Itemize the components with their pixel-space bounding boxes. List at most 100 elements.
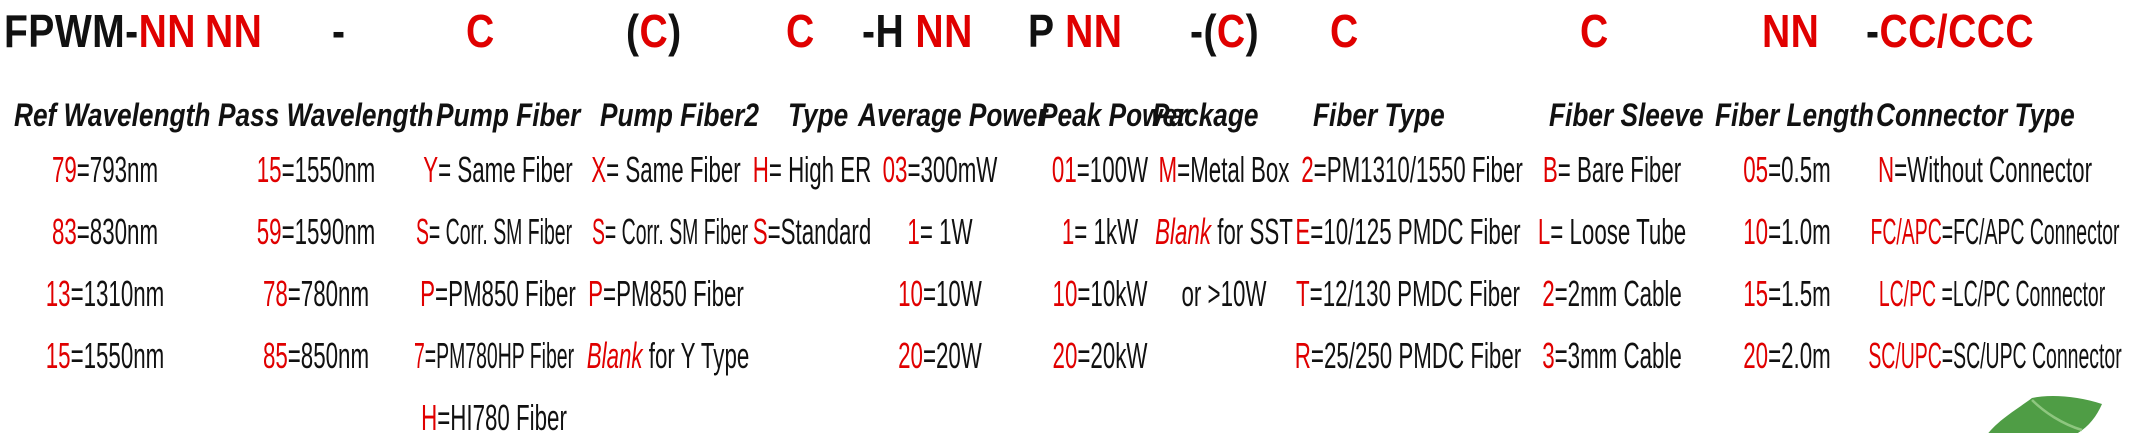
column-header-package: Package — [1152, 97, 1259, 133]
value-cell: 05=0.5m — [1743, 150, 1830, 190]
value-desc: =2mm Cable — [1554, 273, 1682, 314]
value-cell: 15=1550nm — [46, 336, 165, 376]
value-desc: = Same Fiber — [606, 149, 741, 190]
value-cell: 01=100W — [1052, 150, 1148, 190]
value-cell: 20=2.0m — [1743, 336, 1830, 376]
format-code: CC/CCC — [1879, 5, 2035, 57]
column-header-ref-wavelength: Ref Wavelength — [14, 97, 211, 133]
value-desc: =HI780 Fiber — [437, 397, 567, 433]
value-cell: 10=1.0m — [1743, 212, 1830, 252]
value-cell: 13=1310nm — [46, 274, 165, 314]
value-code: 20 — [1743, 335, 1769, 376]
value-code: X — [591, 149, 607, 190]
value-code: S — [415, 211, 429, 252]
value-cell: H=HI780 Fiber — [421, 398, 567, 433]
value-code: 03 — [882, 149, 908, 190]
value-cell: 03=300mW — [883, 150, 998, 190]
format-text: FPWM- — [4, 5, 139, 57]
value-desc: =PM850 Fiber — [435, 273, 576, 314]
value-cell: 10=10kW — [1053, 274, 1148, 314]
format-text: P — [1028, 5, 1066, 57]
column-header-connector-type: Connector Type — [1876, 97, 2075, 133]
value-cell: N=Without Connector — [1878, 150, 2092, 190]
value-cell: or >10W — [1182, 274, 1267, 314]
value-code: T — [1296, 273, 1310, 314]
value-cell: 78=780nm — [263, 274, 369, 314]
value-cell: 15=1550nm — [257, 150, 376, 190]
value-desc: =Standard — [767, 211, 872, 252]
format-code: C — [1216, 5, 1246, 57]
value-desc: =FC/APC Connector — [1941, 211, 2120, 252]
value-cell: 15=1.5m — [1743, 274, 1830, 314]
value-cell: B= Bare Fiber — [1543, 150, 1681, 190]
value-cell: S= Corr. SM Fiber — [592, 212, 748, 252]
value-code: 3 — [1542, 335, 1555, 376]
value-code: 85 — [262, 335, 288, 376]
value-cell: 2=2mm Cable — [1542, 274, 1682, 314]
format-code: C — [1330, 5, 1359, 57]
value-cell: LC/PC =LC/PC Connector — [1879, 274, 2105, 314]
value-cell: 59=1590nm — [257, 212, 376, 252]
value-desc: =25/250 PMDC Fiber — [1310, 335, 1522, 376]
format-text: -( — [1190, 5, 1217, 57]
value-desc: = High ER — [768, 149, 872, 190]
value-desc: =300mW — [907, 149, 998, 190]
value-code: 15 — [1743, 273, 1769, 314]
value-cell: H= High ER — [753, 150, 871, 190]
column-header-pump-fiber2: Pump Fiber2 — [600, 97, 759, 133]
value-code: S — [591, 211, 605, 252]
format-code: C — [1580, 5, 1609, 57]
value-cell: X= Same Fiber — [591, 150, 740, 190]
value-desc: for SST — [1210, 211, 1293, 252]
value-desc: = Loose Tube — [1550, 211, 1687, 252]
format-connector-type: -CC/CCC — [1866, 6, 2034, 57]
format-fiber-type: C — [1330, 6, 1359, 57]
value-code: 15 — [45, 335, 71, 376]
value-code: 78 — [262, 273, 288, 314]
format-average-power: -H NN — [862, 6, 973, 57]
value-code: SC/UPC — [1868, 335, 1942, 376]
value-code: 13 — [45, 273, 71, 314]
format-text: - — [332, 5, 346, 57]
format-ref-wavelength: FPWM-NN — [4, 6, 196, 57]
value-code: 10 — [1052, 273, 1078, 314]
value-desc: =0.5m — [1768, 149, 1831, 190]
value-code: M — [1158, 149, 1178, 190]
value-code: Blank — [586, 335, 643, 376]
value-cell: 79=793nm — [52, 150, 158, 190]
column-header-fiber-length: Fiber Length — [1715, 97, 1874, 133]
column-header-average-power: Average Power — [858, 97, 1048, 133]
value-cell: E=10/125 PMDC Fiber — [1295, 212, 1520, 252]
value-code: P — [588, 273, 604, 314]
value-code: E — [1295, 211, 1311, 252]
value-desc: =1.5m — [1768, 273, 1831, 314]
format-text: ) — [668, 5, 682, 57]
value-desc: =20kW — [1077, 335, 1148, 376]
value-code: 83 — [51, 211, 77, 252]
value-code: 20 — [1052, 335, 1078, 376]
value-cell: Y= Same Fiber — [423, 150, 572, 190]
value-code: 01 — [1051, 149, 1077, 190]
value-cell: L= Loose Tube — [1538, 212, 1686, 252]
value-desc: = Corr. SM Fiber — [604, 211, 749, 252]
value-code: 10 — [1743, 211, 1769, 252]
value-desc: =830nm — [76, 211, 159, 252]
format-pump-fiber: C — [466, 6, 495, 57]
value-cell: 7=PM780HP Fiber — [414, 336, 574, 376]
value-desc: =1550nm — [281, 149, 376, 190]
format-code: NN — [138, 5, 196, 57]
value-cell: 2=PM1310/1550 Fiber — [1301, 150, 1522, 190]
value-desc: =20W — [922, 335, 982, 376]
column-header-type: Type — [788, 97, 849, 133]
value-desc: =Metal Box — [1177, 149, 1290, 190]
value-desc: =1590nm — [281, 211, 376, 252]
value-desc: =1550nm — [70, 335, 165, 376]
value-desc: for Y Type — [642, 335, 750, 376]
value-code: B — [1542, 149, 1558, 190]
value-cell: P=PM850 Fiber — [588, 274, 744, 314]
value-desc: =LC/PC Connector — [1936, 273, 2106, 314]
value-code: LC/PC — [1878, 273, 1937, 314]
format-code: C — [639, 5, 669, 57]
value-cell: S=Standard — [753, 212, 872, 252]
value-cell: 1= 1kW — [1062, 212, 1138, 252]
